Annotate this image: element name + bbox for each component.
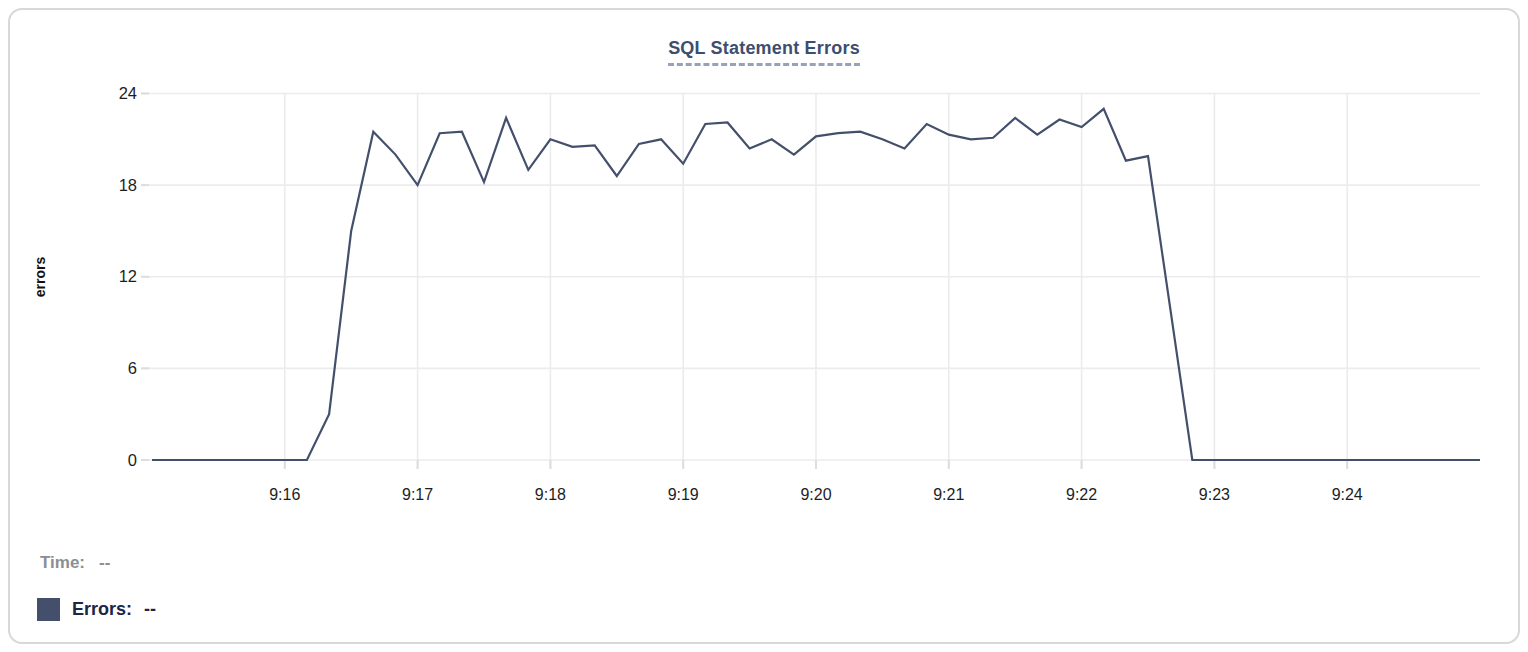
errors-series-swatch bbox=[37, 598, 60, 621]
x-tick-label: 9:19 bbox=[668, 486, 699, 503]
x-tick-label: 9:18 bbox=[535, 486, 566, 503]
x-tick-label: 9:20 bbox=[800, 486, 831, 503]
x-tick-label: 9:23 bbox=[1199, 486, 1230, 503]
x-tick-label: 9:17 bbox=[402, 486, 433, 503]
x-tick-label: 9:24 bbox=[1332, 486, 1363, 503]
errors-label: Errors: bbox=[72, 599, 132, 620]
x-tick-label: 9:22 bbox=[1066, 486, 1097, 503]
chart-card: SQL Statement Errors errors 061218249:16… bbox=[8, 8, 1520, 644]
y-tick-label: 24 bbox=[119, 84, 137, 102]
x-tick-label: 9:16 bbox=[269, 486, 300, 503]
y-tick-label: 6 bbox=[128, 359, 137, 377]
errors-value: -- bbox=[144, 599, 156, 620]
hover-readout-time: Time: -- bbox=[40, 553, 110, 573]
time-label: Time: bbox=[40, 553, 85, 573]
y-tick-label: 12 bbox=[119, 267, 137, 285]
time-value: -- bbox=[99, 553, 110, 573]
chart-canvas[interactable]: 0 6 12 18 24 9:16 9:17 9:18 9:19 9:20 9:21 9:22 9:23… bbox=[10, 10, 1528, 652]
x-tick-label: 9:21 bbox=[933, 486, 964, 503]
y-tick-label: 0 bbox=[128, 451, 137, 469]
hover-readout-errors: Errors: -- bbox=[37, 598, 156, 621]
y-tick-label: 18 bbox=[119, 176, 137, 194]
